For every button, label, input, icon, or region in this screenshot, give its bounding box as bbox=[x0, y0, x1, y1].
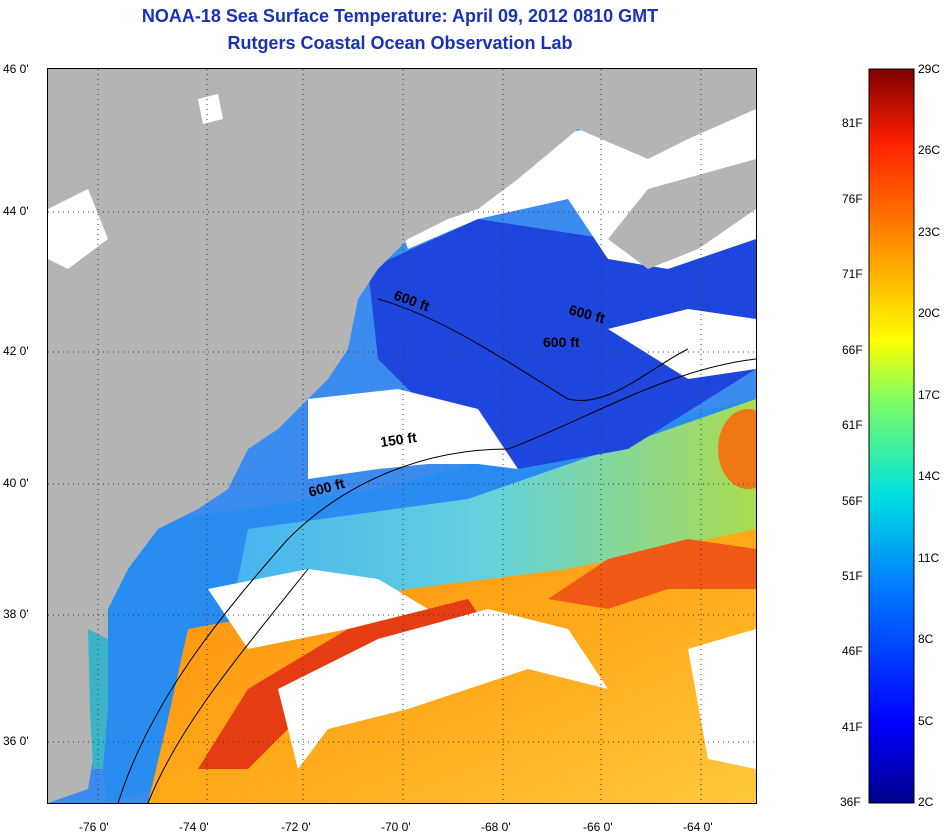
cb-c-23: 23C bbox=[918, 225, 941, 239]
colorbar-ramp bbox=[868, 68, 915, 804]
lat-label-36: 36 0' bbox=[3, 734, 29, 748]
cb-f-36: 36F bbox=[840, 795, 861, 809]
cb-f-41: 41F bbox=[842, 720, 863, 734]
cb-f-56: 56F bbox=[842, 494, 863, 508]
lat-label-42: 42 0' bbox=[3, 344, 29, 358]
lat-label-44: 44 0' bbox=[3, 204, 29, 218]
gulf-of-maine-cold bbox=[368, 209, 756, 469]
cb-f-66: 66F bbox=[842, 343, 863, 357]
cb-c-5: 5C bbox=[918, 714, 934, 728]
colorbar bbox=[868, 68, 915, 804]
lat-label-46: 46 0' bbox=[3, 62, 29, 76]
cloud-south bbox=[278, 609, 608, 769]
lon-label-74: -74 0' bbox=[179, 820, 209, 834]
land-snow-lake bbox=[198, 94, 223, 124]
gulf-stream-core-east bbox=[548, 539, 756, 609]
cb-c-8: 8C bbox=[918, 632, 934, 646]
sst-map: 600 ft 600 ft 600 ft 150 ft 600 ft bbox=[47, 68, 757, 804]
lon-label-70: -70 0' bbox=[381, 820, 411, 834]
cloud-mid bbox=[208, 569, 428, 649]
cb-c-11: 11C bbox=[918, 551, 940, 565]
lat-label-40: 40 0' bbox=[3, 476, 29, 490]
cb-c-29: 29C bbox=[918, 62, 941, 76]
cb-c-14: 14C bbox=[918, 469, 941, 483]
cb-f-61: 61F bbox=[842, 418, 863, 432]
contour-label-150ft: 150 ft bbox=[379, 429, 418, 450]
lon-label-76: -76 0' bbox=[79, 820, 109, 834]
cb-f-51: 51F bbox=[842, 569, 863, 583]
land-mainland bbox=[48, 69, 756, 803]
cloud-shelf bbox=[308, 389, 518, 479]
land-nova-scotia bbox=[608, 159, 756, 269]
cb-f-46: 46F bbox=[842, 644, 863, 658]
cloud-east bbox=[608, 309, 756, 379]
cb-c-2: 2C bbox=[918, 795, 934, 809]
cloud-southeast bbox=[688, 629, 756, 769]
cb-f-76: 76F bbox=[842, 192, 863, 206]
lon-label-64: -64 0' bbox=[683, 820, 713, 834]
graticule bbox=[48, 69, 756, 803]
bathymetry-contours bbox=[117, 298, 756, 803]
warm-eddy bbox=[718, 409, 756, 489]
contour-label-600ft-3: 600 ft bbox=[543, 334, 580, 350]
lat-label-38: 38 0' bbox=[3, 607, 29, 621]
cb-c-17: 17C bbox=[918, 388, 941, 402]
cb-f-81: 81F bbox=[842, 116, 863, 130]
sst-map-canvas: 600 ft 600 ft 600 ft 150 ft 600 ft bbox=[48, 69, 756, 803]
cb-c-20: 20C bbox=[918, 306, 941, 320]
map-title: NOAA-18 Sea Surface Temperature: April 0… bbox=[141, 6, 659, 26]
lon-label-68: -68 0' bbox=[481, 820, 511, 834]
lon-label-66: -66 0' bbox=[583, 820, 613, 834]
cb-c-26: 26C bbox=[918, 143, 941, 157]
map-subtitle: Rutgers Coastal Ocean Observation Lab bbox=[227, 33, 573, 53]
cb-f-71: 71F bbox=[842, 267, 863, 281]
lon-label-72: -72 0' bbox=[281, 820, 311, 834]
land-snow-west bbox=[48, 189, 108, 269]
